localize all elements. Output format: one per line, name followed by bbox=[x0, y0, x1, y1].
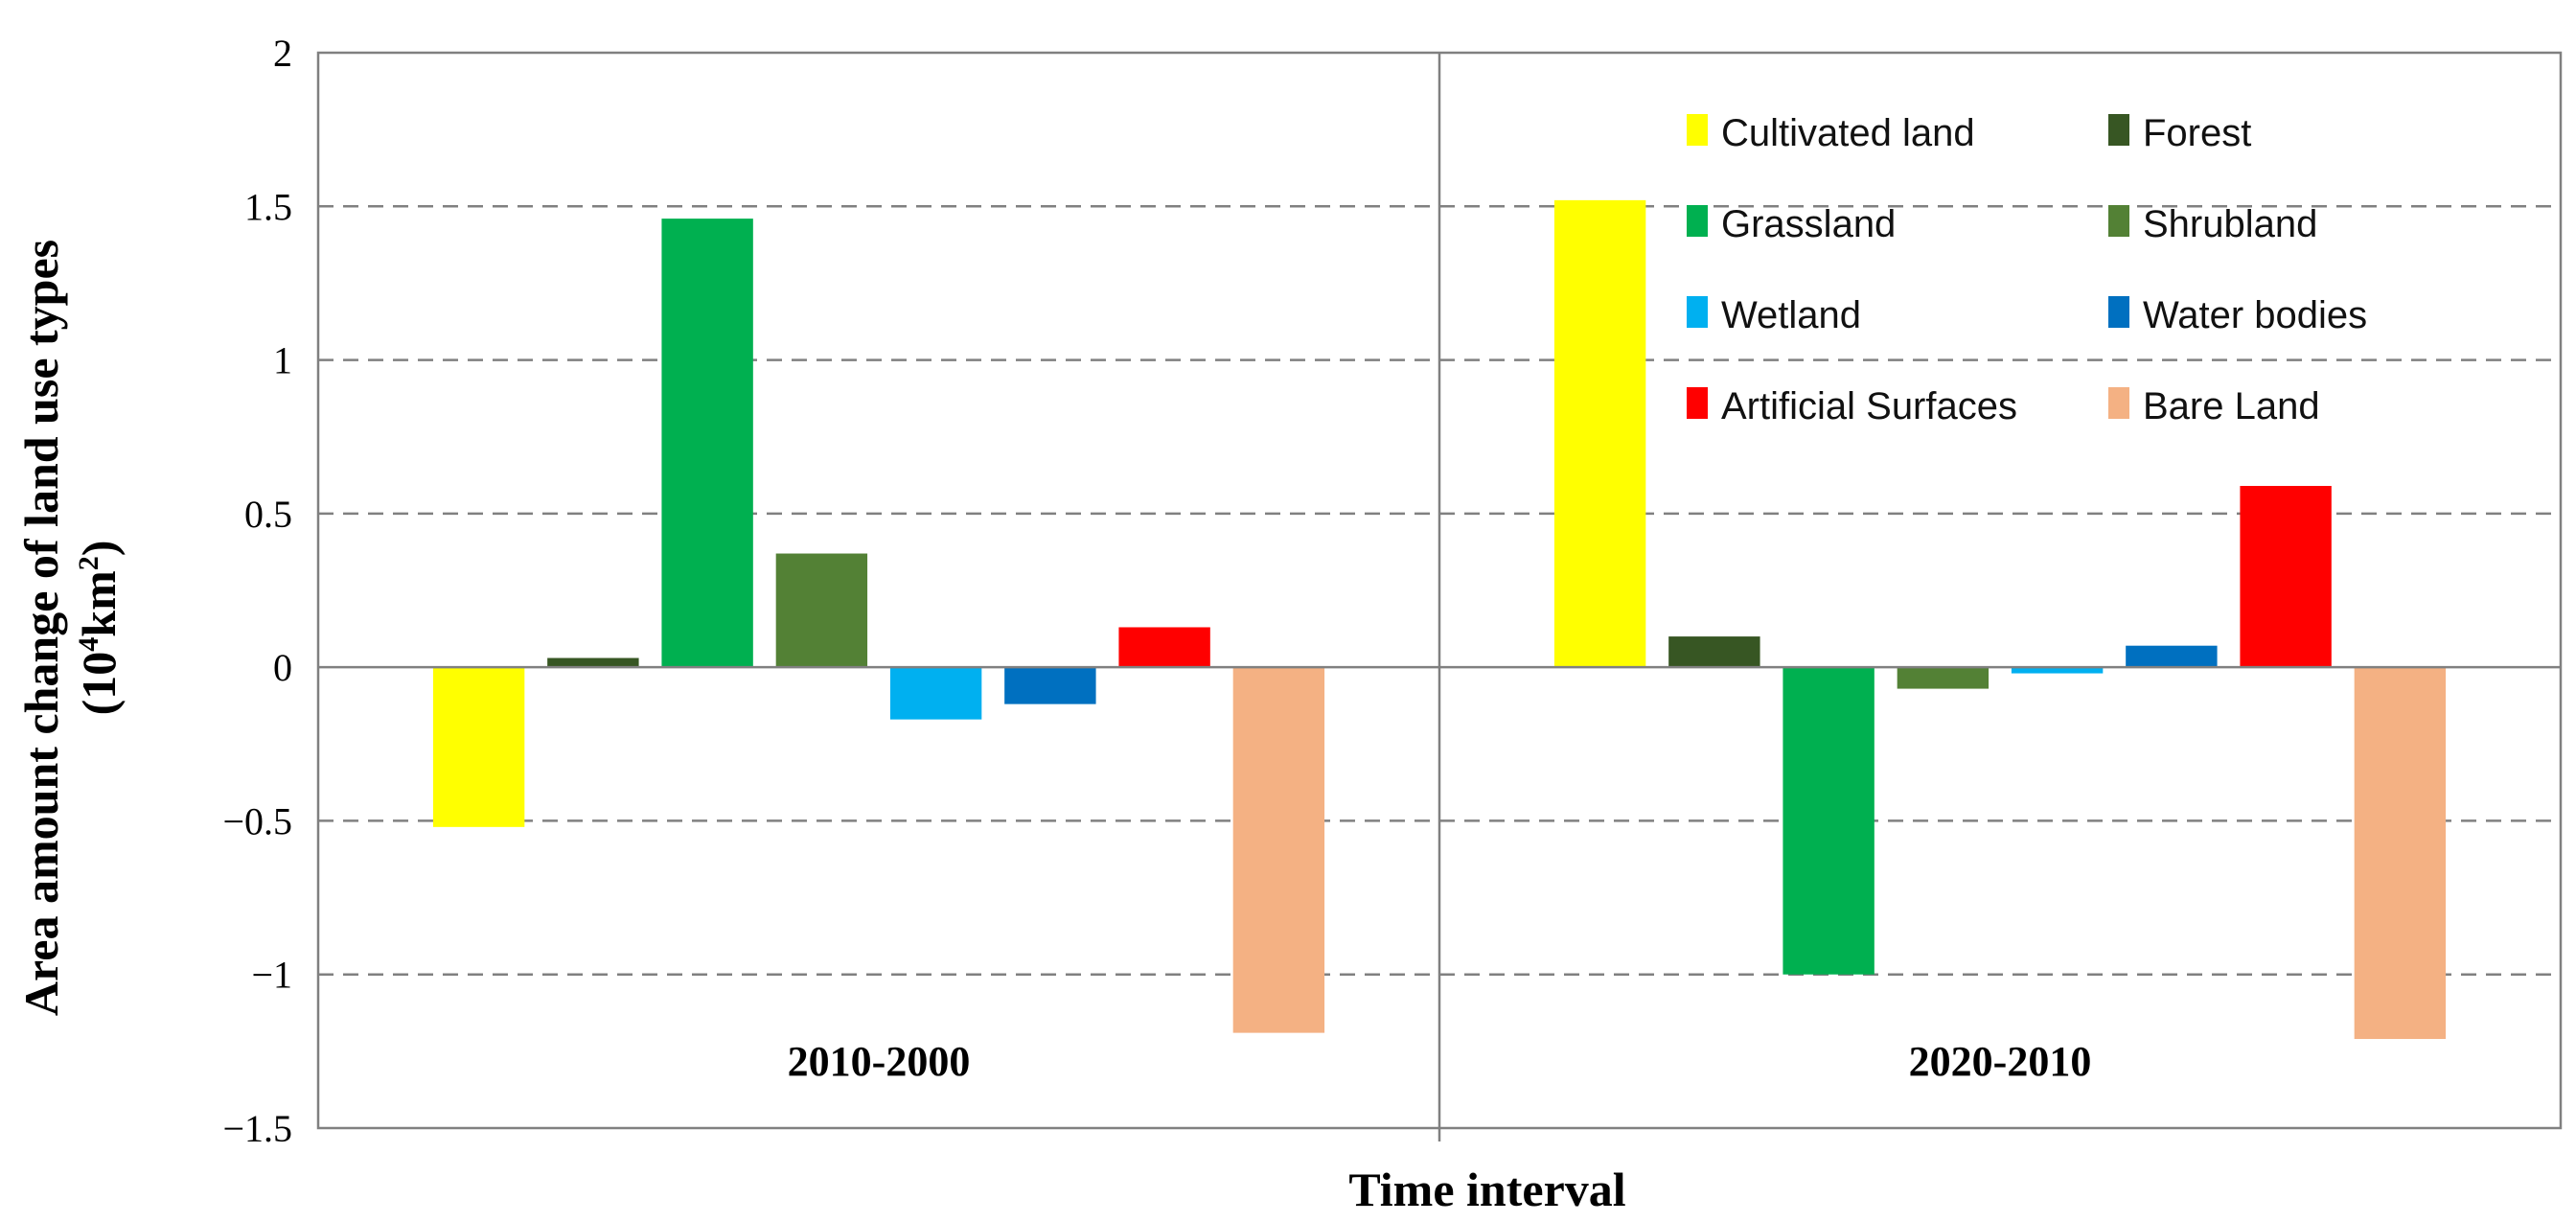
y-tick-label: 0 bbox=[273, 646, 292, 689]
legend-swatch bbox=[1687, 114, 1708, 146]
legend-swatch bbox=[2108, 296, 2129, 328]
y-axis-title-line1: Area amount change of land use types bbox=[14, 240, 68, 1016]
bar bbox=[2354, 667, 2447, 1040]
bar bbox=[2240, 486, 2332, 668]
bar bbox=[1232, 667, 1325, 1033]
bar bbox=[661, 219, 753, 668]
y-axis-title-line2: (104km2) bbox=[72, 541, 126, 716]
legend-swatch bbox=[2108, 205, 2129, 237]
bar bbox=[2126, 645, 2218, 668]
legend-label: Grassland bbox=[1721, 203, 1896, 245]
y-axis-title: Area amount change of land use types (10… bbox=[14, 240, 126, 1016]
bar bbox=[2011, 667, 2104, 674]
legend-swatch bbox=[1687, 296, 1708, 328]
y-tick-label: −0.5 bbox=[222, 799, 292, 842]
bar bbox=[1553, 199, 1646, 668]
legend-label: Artificial Surfaces bbox=[1721, 385, 2017, 427]
bar bbox=[1118, 627, 1210, 668]
legend-swatch bbox=[1687, 205, 1708, 237]
bar bbox=[775, 553, 868, 668]
bar bbox=[547, 657, 639, 668]
bar bbox=[1782, 667, 1874, 975]
bar bbox=[1004, 667, 1096, 704]
legend: Cultivated land Forest Grassland Shrubland W… bbox=[1687, 112, 2367, 427]
legend-label: Wetland bbox=[1721, 294, 1861, 336]
bars-layer bbox=[432, 199, 2447, 1040]
x-axis-title: Time interval bbox=[1348, 1163, 1625, 1216]
legend-label: Bare Land bbox=[2143, 385, 2320, 427]
group-label: 2010-2000 bbox=[788, 1038, 971, 1085]
axes-layer bbox=[316, 51, 2563, 1141]
y-tick-labels: 2 1.5 1 0.5 0 −0.5 −1 −1.5 bbox=[222, 32, 292, 1150]
legend-label: Cultivated land bbox=[1721, 112, 1975, 154]
y-tick-label: 0.5 bbox=[244, 493, 292, 536]
y-tick-label: 1.5 bbox=[244, 185, 292, 228]
y-tick-label: 1 bbox=[273, 339, 292, 382]
legend-swatch bbox=[2108, 387, 2129, 419]
group-label: 2020-2010 bbox=[1909, 1038, 2092, 1085]
group-labels: 2010-2000 2020-2010 bbox=[788, 1038, 2092, 1085]
y-tick-label: −1.5 bbox=[222, 1107, 292, 1150]
bar bbox=[889, 667, 982, 720]
legend-label: Water bodies bbox=[2143, 294, 2367, 336]
legend-label: Shrubland bbox=[2143, 203, 2317, 245]
y-tick-label: 2 bbox=[273, 32, 292, 75]
bar bbox=[432, 667, 525, 827]
legend-swatch bbox=[1687, 387, 1708, 419]
legend-label: Forest bbox=[2143, 112, 2251, 154]
bar bbox=[1897, 667, 1990, 689]
legend-swatch bbox=[2108, 114, 2129, 146]
bar bbox=[1668, 636, 1760, 668]
y-tick-label: −1 bbox=[251, 954, 292, 997]
